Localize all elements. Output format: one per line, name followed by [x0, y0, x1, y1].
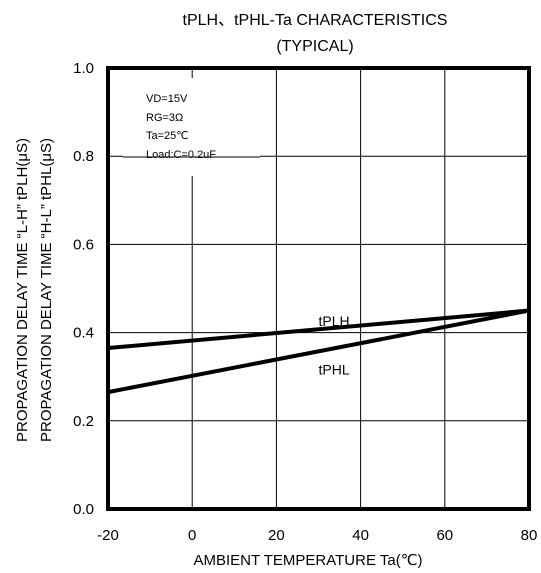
condition-load: Load:C=0.2uF	[146, 149, 216, 161]
y-tick-label: 0.2	[73, 413, 94, 430]
y-tick-label: 0.6	[73, 236, 94, 253]
chart-title: tPLH、tPHL-Ta CHARACTERISTICS	[183, 12, 448, 29]
series-line-tphl	[107, 308, 530, 395]
x-tick-label: 0	[188, 527, 196, 544]
y-tick-label: 0.8	[73, 148, 94, 165]
conditions-box: VD=15V RG=3Ω Ta=25℃ Load:C=0.2uF	[123, 78, 260, 176]
x-tick-label: 20	[268, 527, 285, 544]
x-tick-label: -20	[97, 527, 119, 544]
y-axis-label-line2: PROPAGATION DELAY TIME “H-L” tPHL(μS)	[38, 138, 55, 442]
x-tick-label: 80	[521, 527, 538, 544]
x-axis-label: AMBIENT TEMPERATURE Ta(℃)	[193, 552, 422, 569]
y-tick-labels: 0.0 0.2 0.4 0.6 0.8 1.0	[73, 60, 94, 518]
y-tick-label: 0.0	[73, 501, 94, 518]
x-tick-label: 40	[352, 527, 369, 544]
series-label-tplh: tPLH	[319, 313, 350, 329]
x-tick-labels: -20 0 20 40 60 80	[97, 527, 537, 544]
y-axis-label-line1: PROPAGATION DELAY TIME “L-H” tPLH(μS)	[14, 138, 31, 442]
chart-subtitle: (TYPICAL)	[276, 38, 353, 55]
condition-vd: VD=15V	[146, 93, 188, 105]
series: tPLH tPHL	[107, 308, 530, 395]
plot-frame	[106, 66, 531, 511]
conditions-background	[123, 78, 260, 176]
condition-ta: Ta=25℃	[146, 130, 189, 142]
condition-rg: RG=3Ω	[146, 112, 183, 124]
series-label-tphl: tPHL	[319, 361, 350, 377]
series-line-tplh	[107, 308, 530, 351]
y-tick-label: 1.0	[73, 60, 94, 77]
y-tick-label: 0.4	[73, 325, 94, 342]
x-tick-label: 60	[436, 527, 453, 544]
grid	[108, 68, 529, 509]
